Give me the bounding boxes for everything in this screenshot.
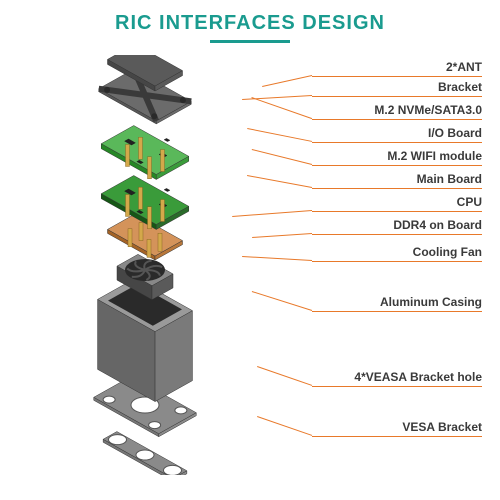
label-row: Cooling Fan — [312, 245, 482, 262]
label-row: I/O Board — [312, 126, 482, 143]
label-text: M.2 WIFI module — [387, 149, 482, 163]
label-text: 4*VEASA Bracket hole — [354, 370, 482, 384]
label-row: Aluminum Casing — [312, 295, 482, 312]
label-row: M.2 WIFI module — [312, 149, 482, 166]
label-text: DDR4 on Board — [393, 218, 482, 232]
label-text: Aluminum Casing — [380, 295, 482, 309]
label-row: DDR4 on Board — [312, 218, 482, 235]
label-text: CPU — [457, 195, 482, 209]
label-text: M.2 NVMe/SATA3.0 — [374, 103, 482, 117]
label-text: VESA Bracket — [402, 420, 482, 434]
exploded-diagram — [20, 55, 280, 475]
label-text: I/O Board — [428, 126, 482, 140]
label-text: Main Board — [417, 172, 482, 186]
label-row: M.2 NVMe/SATA3.0 — [312, 103, 482, 120]
label-row: Bracket — [312, 80, 482, 97]
label-text: Cooling Fan — [413, 245, 482, 259]
page-title: RIC INTERFACES DESIGN — [0, 12, 500, 35]
title-underline — [210, 40, 290, 43]
label-row: 2*ANT — [312, 60, 482, 77]
label-row: CPU — [312, 195, 482, 212]
label-text: 2*ANT — [446, 60, 482, 74]
label-row: VESA Bracket — [312, 420, 482, 437]
label-row: 4*VEASA Bracket hole — [312, 370, 482, 387]
label-text: Bracket — [438, 80, 482, 94]
label-row: Main Board — [312, 172, 482, 189]
